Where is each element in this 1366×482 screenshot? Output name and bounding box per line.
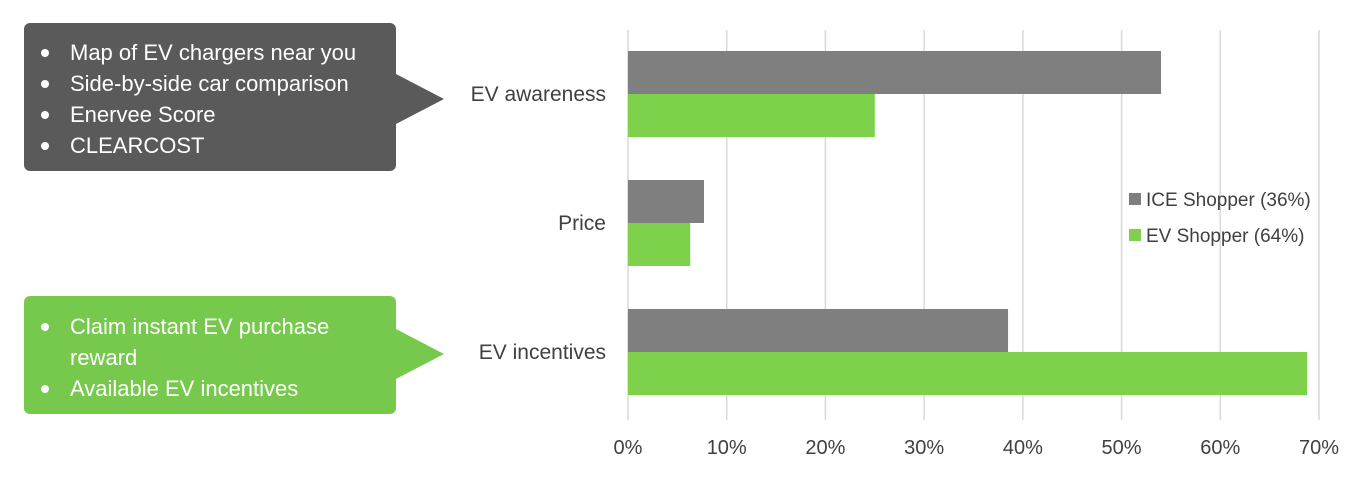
callout-item-comparison: Side-by-side car comparison xyxy=(41,68,396,99)
callout-grey-list: Map of EV chargers near you Side-by-side… xyxy=(24,37,396,161)
x-tick-label: 50% xyxy=(1102,437,1142,459)
category-label: Price xyxy=(558,212,606,235)
x-tick-label: 10% xyxy=(707,437,747,459)
legend-swatch xyxy=(1129,229,1141,241)
callout-green-pointer xyxy=(396,329,444,379)
x-tick-label: 20% xyxy=(805,437,845,459)
legend-swatch xyxy=(1129,193,1141,205)
legend-label: ICE Shopper (36%) xyxy=(1146,190,1311,211)
category-label: EV awareness xyxy=(471,83,606,106)
callout-ev-awareness-features: Map of EV chargers near you Side-by-side… xyxy=(24,23,396,171)
callout-item-score: Enervee Score xyxy=(41,99,396,130)
x-tick-label: 30% xyxy=(904,437,944,459)
callout-grey-pointer xyxy=(396,74,444,124)
category-label: EV incentives xyxy=(479,341,606,364)
callout-item-purchase-reward: Claim instant EV purchase reward xyxy=(41,311,396,373)
bar-ice-0 xyxy=(628,51,1162,94)
bar-ice-2 xyxy=(628,309,1009,352)
callout-green-list: Claim instant EV purchase reward Availab… xyxy=(24,311,396,404)
legend-label: EV Shopper (64%) xyxy=(1146,226,1304,247)
x-tick-label: 60% xyxy=(1200,437,1240,459)
bar-ev-2 xyxy=(628,352,1308,395)
callout-ev-incentives-features: Claim instant EV purchase reward Availab… xyxy=(24,296,396,414)
x-tick-label: 70% xyxy=(1299,437,1339,459)
x-tick-label: 0% xyxy=(614,437,643,459)
callout-item-clearcost: CLEARCOST xyxy=(41,130,396,161)
bar-ice-1 xyxy=(628,180,705,223)
bar-ev-1 xyxy=(628,223,691,266)
callout-item-map: Map of EV chargers near you xyxy=(41,37,396,68)
x-tick-label: 40% xyxy=(1003,437,1043,459)
callout-item-available-incentives: Available EV incentives xyxy=(41,373,396,404)
bar-ev-0 xyxy=(628,94,875,137)
